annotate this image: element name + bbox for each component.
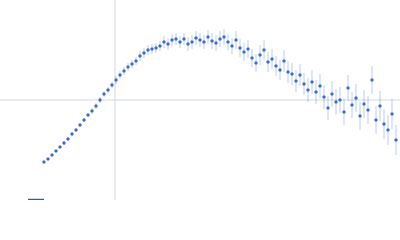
data-point: [342, 110, 346, 114]
data-point: [338, 98, 342, 102]
data-point: [374, 118, 378, 122]
data-point: [46, 157, 50, 161]
data-point: [222, 35, 226, 39]
data-point: [94, 104, 98, 108]
data-point: [258, 53, 262, 57]
data-point: [114, 78, 118, 82]
data-point: [98, 98, 102, 102]
data-point: [362, 102, 366, 106]
data-point: [250, 56, 254, 60]
data-point: [322, 95, 326, 99]
data-point: [58, 145, 62, 149]
data-point: [254, 61, 258, 65]
data-point: [146, 48, 150, 52]
data-point: [382, 122, 386, 126]
data-point: [174, 37, 178, 41]
data-point: [346, 86, 350, 90]
data-point: [74, 128, 78, 132]
data-point: [334, 100, 338, 104]
data-point: [394, 138, 398, 142]
data-point: [170, 38, 174, 42]
data-point: [390, 112, 394, 116]
data-point: [206, 35, 210, 39]
data-point: [78, 123, 82, 127]
data-point: [194, 36, 198, 40]
data-point: [142, 51, 146, 55]
data-point: [350, 103, 354, 107]
data-point: [162, 40, 166, 44]
data-point: [82, 118, 86, 122]
data-point: [310, 80, 314, 84]
data-point: [134, 59, 138, 63]
data-point: [202, 40, 206, 44]
data-point: [150, 47, 154, 51]
data-point: [182, 37, 186, 41]
data-point: [70, 132, 74, 136]
data-point: [106, 88, 110, 92]
data-point: [326, 106, 330, 110]
data-point: [226, 40, 230, 44]
data-point: [66, 137, 70, 141]
data-point: [130, 62, 134, 66]
data-point: [370, 78, 374, 82]
data-point: [270, 57, 274, 61]
data-point: [366, 108, 370, 112]
data-point: [50, 153, 54, 157]
data-point: [90, 109, 94, 113]
data-point: [378, 104, 382, 108]
data-point: [246, 47, 250, 51]
data-point: [294, 79, 298, 83]
data-point: [42, 160, 46, 164]
data-point: [242, 50, 246, 54]
data-point: [262, 48, 266, 52]
data-point: [118, 73, 122, 77]
data-point: [186, 42, 190, 46]
data-point: [302, 82, 306, 86]
data-point: [230, 44, 234, 48]
data-point: [54, 149, 58, 153]
data-point: [102, 92, 106, 96]
data-point: [290, 72, 294, 76]
data-point: [126, 65, 130, 69]
data-point: [314, 90, 318, 94]
data-point: [122, 69, 126, 73]
data-point: [210, 39, 214, 43]
data-point: [306, 88, 310, 92]
data-point: [330, 92, 334, 96]
data-point: [138, 54, 142, 58]
data-point: [110, 83, 114, 87]
data-point: [358, 114, 362, 118]
data-point: [234, 38, 238, 42]
data-point: [154, 46, 158, 50]
data-point: [282, 59, 286, 63]
data-point: [354, 96, 358, 100]
data-point: [286, 70, 290, 74]
data-point: [298, 73, 302, 77]
data-point: [190, 40, 194, 44]
chart: [0, 0, 400, 200]
data-point: [62, 141, 66, 145]
data-point: [274, 64, 278, 68]
data-point: [318, 84, 322, 88]
data-point: [266, 60, 270, 64]
data-point: [238, 46, 242, 50]
data-point: [158, 44, 162, 48]
data-point: [214, 41, 218, 45]
data-point: [166, 42, 170, 46]
data-point: [278, 68, 282, 72]
data-point: [178, 40, 182, 44]
data-point: [198, 38, 202, 42]
data-point: [218, 37, 222, 41]
data-point: [86, 113, 90, 117]
data-point: [386, 128, 390, 132]
